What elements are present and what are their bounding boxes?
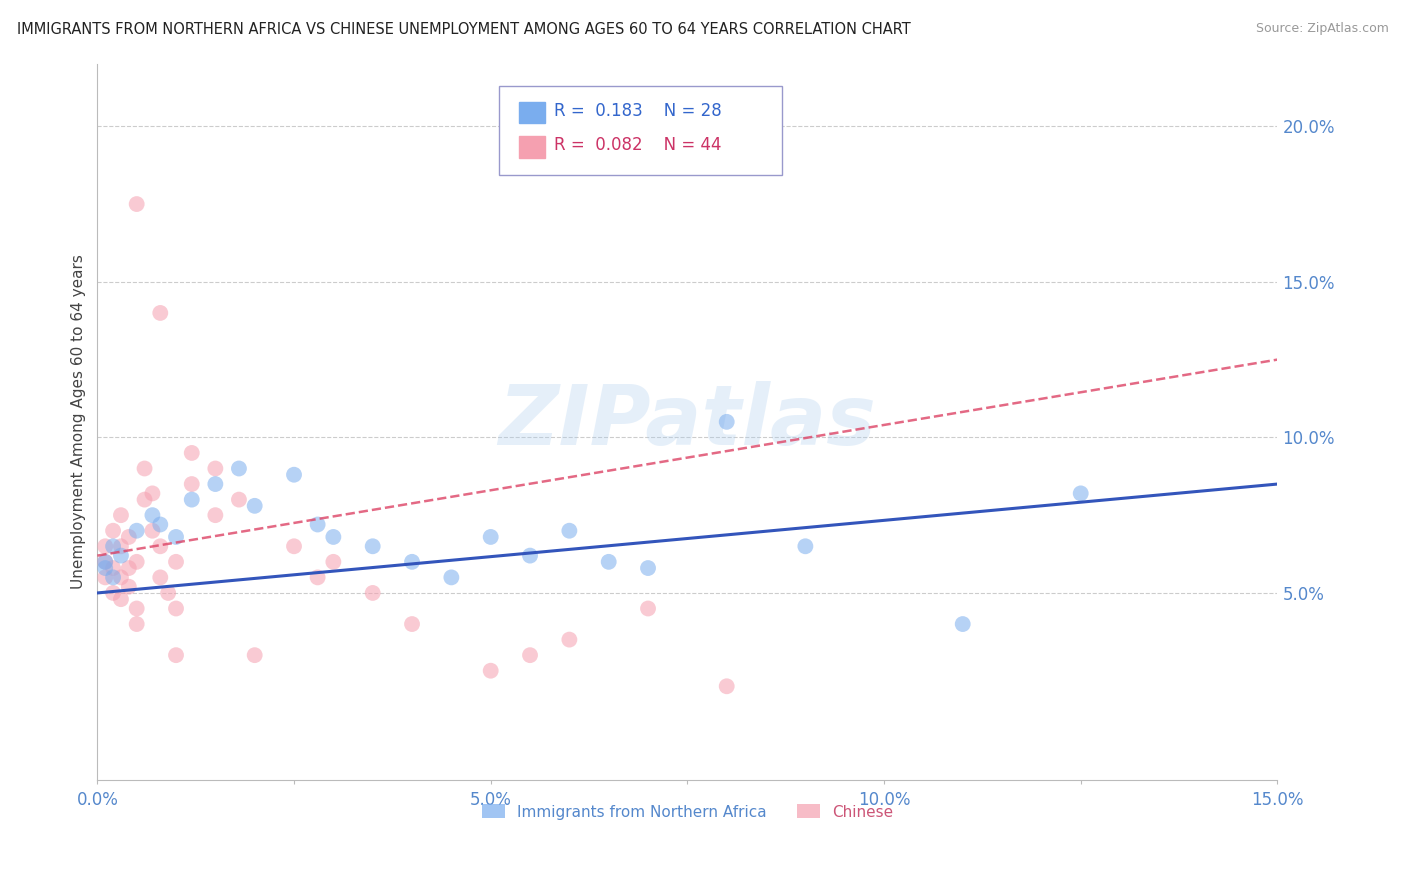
Point bbox=[307, 517, 329, 532]
Point bbox=[110, 508, 132, 523]
Point bbox=[228, 492, 250, 507]
Point bbox=[101, 586, 124, 600]
Point bbox=[558, 632, 581, 647]
Point bbox=[149, 570, 172, 584]
Point bbox=[165, 530, 187, 544]
Point bbox=[637, 561, 659, 575]
Point bbox=[716, 679, 738, 693]
Point bbox=[141, 508, 163, 523]
Point bbox=[134, 492, 156, 507]
Point bbox=[283, 539, 305, 553]
Legend: Immigrants from Northern Africa, Chinese: Immigrants from Northern Africa, Chinese bbox=[475, 798, 900, 826]
Point bbox=[94, 570, 117, 584]
Point bbox=[307, 570, 329, 584]
Point bbox=[519, 549, 541, 563]
FancyBboxPatch shape bbox=[499, 86, 782, 175]
Point bbox=[243, 499, 266, 513]
Point bbox=[180, 446, 202, 460]
Point bbox=[141, 486, 163, 500]
Point bbox=[558, 524, 581, 538]
Point bbox=[165, 601, 187, 615]
Point bbox=[94, 561, 117, 575]
Point bbox=[479, 664, 502, 678]
Bar bbox=[519, 102, 544, 123]
Point bbox=[228, 461, 250, 475]
Point bbox=[110, 592, 132, 607]
Point bbox=[322, 555, 344, 569]
Point bbox=[165, 555, 187, 569]
Text: Source: ZipAtlas.com: Source: ZipAtlas.com bbox=[1256, 22, 1389, 36]
Point bbox=[637, 601, 659, 615]
Point bbox=[180, 477, 202, 491]
Point bbox=[110, 539, 132, 553]
Point bbox=[101, 524, 124, 538]
Point bbox=[125, 601, 148, 615]
Point bbox=[125, 197, 148, 211]
Point bbox=[283, 467, 305, 482]
Point bbox=[204, 508, 226, 523]
Point bbox=[243, 648, 266, 662]
Point bbox=[118, 580, 141, 594]
Point bbox=[149, 539, 172, 553]
Point bbox=[401, 617, 423, 632]
Point bbox=[110, 570, 132, 584]
Point bbox=[204, 477, 226, 491]
Point bbox=[204, 461, 226, 475]
Point bbox=[125, 617, 148, 632]
Point bbox=[101, 570, 124, 584]
Point bbox=[149, 517, 172, 532]
Point bbox=[479, 530, 502, 544]
Point bbox=[134, 461, 156, 475]
Point bbox=[157, 586, 180, 600]
Point bbox=[118, 530, 141, 544]
Point bbox=[401, 555, 423, 569]
Point bbox=[110, 549, 132, 563]
Point bbox=[125, 555, 148, 569]
Point bbox=[519, 648, 541, 662]
Text: R =  0.183    N = 28: R = 0.183 N = 28 bbox=[554, 102, 721, 120]
Text: IMMIGRANTS FROM NORTHERN AFRICA VS CHINESE UNEMPLOYMENT AMONG AGES 60 TO 64 YEAR: IMMIGRANTS FROM NORTHERN AFRICA VS CHINE… bbox=[17, 22, 911, 37]
Point bbox=[101, 539, 124, 553]
Point bbox=[598, 555, 620, 569]
Point bbox=[440, 570, 463, 584]
Point bbox=[180, 492, 202, 507]
Point bbox=[794, 539, 817, 553]
Text: ZIPatlas: ZIPatlas bbox=[499, 382, 876, 462]
Point bbox=[94, 555, 117, 569]
Point bbox=[322, 530, 344, 544]
Point bbox=[101, 561, 124, 575]
Point bbox=[118, 561, 141, 575]
Point bbox=[149, 306, 172, 320]
Text: R =  0.082    N = 44: R = 0.082 N = 44 bbox=[554, 136, 721, 154]
Point bbox=[141, 524, 163, 538]
Point bbox=[165, 648, 187, 662]
Y-axis label: Unemployment Among Ages 60 to 64 years: Unemployment Among Ages 60 to 64 years bbox=[72, 254, 86, 590]
Point bbox=[94, 539, 117, 553]
Bar bbox=[519, 136, 544, 158]
Point bbox=[94, 555, 117, 569]
Point bbox=[361, 586, 384, 600]
Point bbox=[1070, 486, 1092, 500]
Point bbox=[361, 539, 384, 553]
Point bbox=[716, 415, 738, 429]
Point bbox=[125, 524, 148, 538]
Point bbox=[952, 617, 974, 632]
